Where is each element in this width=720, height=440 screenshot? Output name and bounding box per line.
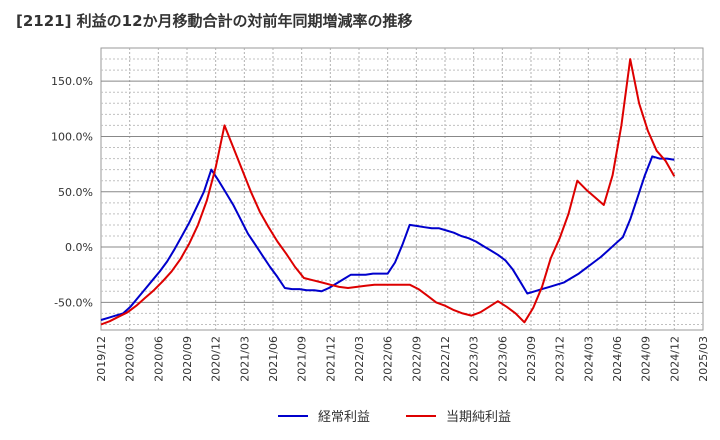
legend-label: 経常利益 <box>318 410 370 425</box>
y-tick-label: 150.0% <box>51 75 93 88</box>
x-tick-label: 2022/09 <box>410 336 423 382</box>
x-tick-label: 2019/12 <box>95 336 108 382</box>
x-tick-label: 2024/12 <box>668 336 681 382</box>
x-tick-label: 2021/12 <box>324 336 337 382</box>
x-tick-label: 2021/03 <box>238 336 251 382</box>
series-lines <box>100 58 676 326</box>
series-line-0 <box>100 155 675 321</box>
chart-title: [2121] 利益の12か月移動合計の対前年同期増減率の推移 <box>16 12 413 30</box>
y-tick-label: 50.0% <box>58 186 93 199</box>
x-tick-label: 2023/12 <box>554 336 567 382</box>
x-tick-label: 2024/06 <box>611 336 624 382</box>
series-line-1 <box>100 58 676 326</box>
x-tick-label: 2023/03 <box>468 336 481 382</box>
x-tick-label: 2022/06 <box>382 336 395 382</box>
x-tick-label: 2024/03 <box>582 336 595 382</box>
gridlines <box>101 48 703 330</box>
x-tick-label: 2022/03 <box>353 336 366 382</box>
x-tick-label: 2024/09 <box>640 336 653 382</box>
y-tick-label: -50.0% <box>54 296 93 309</box>
y-axis: -50.0% 0.0% 50.0% 100.0% 150.0% <box>51 75 93 309</box>
plot-area <box>100 47 704 331</box>
y-tick-label: 100.0% <box>51 130 93 143</box>
legend: 経常利益 当期純利益 <box>278 410 511 425</box>
x-tick-label: 2020/12 <box>210 336 223 382</box>
legend-label: 当期純利益 <box>446 410 511 425</box>
x-tick-label: 2025/03 <box>697 336 710 382</box>
x-tick-label: 2023/06 <box>496 336 509 382</box>
x-tick-label: 2020/06 <box>152 336 165 382</box>
x-tick-label: 2023/09 <box>525 336 538 382</box>
x-axis: 2019/12 2020/03 2020/06 2020/09 2020/12 2021/… <box>95 336 710 382</box>
x-tick-label: 2022/12 <box>439 336 452 382</box>
x-tick-label: 2020/03 <box>124 336 137 382</box>
y-tick-label: 0.0% <box>65 241 93 254</box>
x-tick-label: 2021/06 <box>267 336 280 382</box>
x-tick-label: 2020/09 <box>181 336 194 382</box>
x-tick-label: 2021/09 <box>296 336 309 382</box>
